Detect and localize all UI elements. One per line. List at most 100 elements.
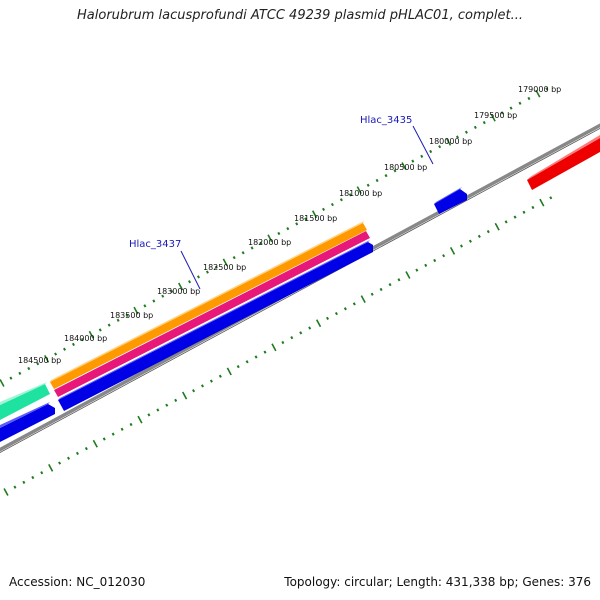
scale-tick: [31, 475, 35, 480]
scale-tick: [522, 210, 526, 214]
gene-blue-left[interactable]: [0, 402, 55, 442]
scale-tick: [0, 379, 5, 387]
scale-tick: [401, 162, 407, 170]
scale-tick: [271, 343, 277, 352]
gene-hlac-3437[interactable]: [58, 240, 373, 411]
plasmid-backbone-shadow: [0, 127, 600, 454]
scale-tick: [509, 106, 513, 110]
scale-tick: [545, 87, 549, 91]
scale-tick: [259, 241, 263, 245]
inner-scale-ticks: [3, 196, 553, 496]
scale-tick: [281, 340, 285, 345]
scale-tick: [200, 384, 204, 388]
scale-tick: [182, 391, 188, 400]
scale-tick: [518, 101, 522, 105]
gene-3435-leader: [412, 125, 434, 165]
scale-tick: [356, 186, 362, 194]
scale-tick: [254, 355, 258, 359]
feature-orange-track[interactable]: [50, 221, 367, 389]
scale-tick: [205, 270, 209, 274]
scale-tick: [18, 371, 22, 375]
scale-tick: [178, 282, 184, 291]
feature-magenta-track[interactable]: [54, 231, 370, 397]
scale-tick: [75, 451, 79, 456]
scale-tick: [236, 364, 240, 369]
scale-tick: [424, 263, 428, 267]
scale-tick: [308, 326, 312, 330]
scale-tick: [433, 258, 437, 263]
scale-tick: [3, 488, 9, 496]
gene-red-right[interactable]: [527, 135, 600, 190]
tick-label-183000: 183000 bp: [157, 287, 200, 296]
scale-tick: [92, 439, 98, 448]
tick-label-181000: 181000 bp: [339, 189, 382, 198]
scale-tick: [384, 174, 388, 178]
scale-tick: [245, 360, 249, 364]
scale-tick: [54, 352, 58, 356]
scale-tick: [348, 193, 352, 197]
tick-label-182000: 182000 bp: [248, 238, 291, 247]
scale-tick: [214, 265, 218, 269]
scale-tick: [120, 427, 124, 431]
scale-tick: [226, 367, 232, 376]
scale-tick: [445, 137, 452, 146]
scale-tick: [315, 319, 322, 328]
scale-tick: [188, 280, 192, 284]
scale-tick: [482, 120, 486, 125]
accession-label: Accession: NC_012030: [9, 575, 146, 589]
scale-tick: [415, 268, 419, 272]
scale-tick: [161, 294, 165, 298]
scale-tick: [222, 258, 228, 267]
scale-tick: [397, 278, 401, 282]
scale-tick: [277, 231, 281, 236]
scale-tick: [299, 331, 303, 335]
scale-tick: [44, 354, 50, 363]
scale-tick: [494, 222, 500, 231]
scale-tick: [129, 422, 133, 427]
scale-tick: [250, 246, 254, 250]
scale-tick: [330, 202, 334, 207]
gene-label-hlac-3437[interactable]: Hlac_3437: [129, 239, 181, 250]
scale-tick: [263, 350, 267, 354]
scale-tick: [535, 89, 541, 98]
outer-scale-ticks: [0, 87, 549, 387]
scale-tick: [9, 376, 13, 380]
scale-tick: [125, 313, 129, 318]
scale-tick: [379, 287, 383, 292]
scale-tick: [459, 244, 463, 248]
scale-tick: [80, 337, 84, 342]
gene-label-hlac-3435[interactable]: Hlac_3435: [360, 115, 412, 126]
scale-tick: [411, 159, 415, 163]
scale-tick: [500, 111, 504, 115]
scale-tick: [98, 328, 102, 332]
scale-tick: [304, 217, 308, 221]
scale-tick: [468, 239, 472, 243]
scale-tick: [63, 347, 67, 351]
scale-tick: [366, 183, 370, 187]
scale-tick: [22, 480, 26, 484]
scale-tick: [420, 154, 424, 158]
scale-tick: [133, 306, 139, 315]
scale-tick: [370, 292, 374, 296]
gene-hlac-3435[interactable]: [434, 187, 467, 214]
scale-tick: [375, 178, 379, 183]
scale-tick: [40, 471, 44, 475]
scale-tick: [473, 125, 477, 130]
scale-tick: [48, 463, 54, 472]
scale-tick: [438, 145, 442, 149]
scale-tick: [290, 336, 294, 340]
scale-tick: [58, 461, 62, 465]
scale-tick: [111, 432, 115, 436]
tick-label-184500: 184500 bp: [18, 356, 61, 365]
scale-tick: [539, 198, 545, 207]
scale-tick: [84, 446, 88, 451]
gene-teal-left[interactable]: [0, 382, 50, 420]
scale-tick: [455, 135, 459, 139]
scale-tick: [322, 207, 326, 211]
tick-label-179500: 179500 bp: [474, 111, 517, 120]
scale-tick: [147, 413, 151, 417]
tick-label-180500: 180500 bp: [384, 163, 427, 172]
scale-tick: [192, 389, 196, 393]
tick-label-180000: 180000 bp: [429, 137, 472, 146]
